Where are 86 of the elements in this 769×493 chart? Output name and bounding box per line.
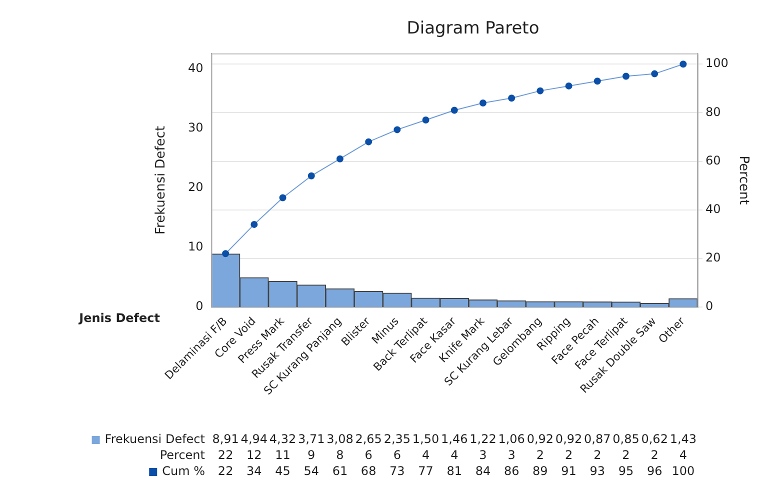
y-tick-label: 40 (188, 61, 204, 76)
data-label: 0,62 (641, 432, 668, 446)
text: 9 (308, 448, 316, 462)
data-label: 89 (532, 464, 548, 478)
point (680, 60, 687, 68)
point (308, 172, 315, 180)
point (222, 250, 230, 258)
point (651, 70, 658, 78)
text: 4 (422, 448, 430, 462)
point (365, 138, 372, 146)
data-label: 84 (475, 464, 491, 478)
text: 6 (364, 448, 372, 462)
y-tick-label: 10 (188, 240, 204, 254)
text: 3 (508, 448, 516, 462)
legend-label: Frekuensi Defect (104, 432, 206, 446)
data-label: 8,91 (212, 432, 239, 446)
text: 2 (536, 448, 544, 462)
text: 4 (679, 448, 688, 462)
text: 2 (622, 448, 630, 462)
text: 2 (650, 448, 658, 462)
text: 2 (594, 448, 602, 462)
data-label: 73 (390, 464, 405, 478)
x-axis-title: Jenis Defect (78, 311, 160, 326)
point (594, 78, 601, 85)
text: 2 (564, 448, 573, 462)
data-label: 54 (304, 464, 320, 478)
data-label: 4,32 (269, 432, 296, 446)
data-label: 96 (646, 464, 662, 478)
y2-tick-label: 40 (705, 202, 721, 216)
data-label: 1,06 (498, 432, 525, 446)
point (279, 194, 286, 202)
point (622, 72, 630, 80)
text: 3 (479, 448, 487, 462)
y2-tick-label: 20 (705, 250, 721, 265)
point (536, 87, 544, 94)
data-label: 93 (590, 464, 606, 478)
y-tick-label: 20 (188, 180, 204, 194)
data-label: 91 (561, 464, 576, 478)
data-label: 1,46 (441, 432, 468, 446)
data-label: 3,08 (326, 432, 354, 446)
data-label: 22 (218, 464, 234, 478)
data-label: 77 (418, 464, 434, 478)
y2-tick-label: 100 (705, 56, 728, 70)
text: 4 (450, 448, 458, 462)
data-label: 3,71 (298, 432, 325, 446)
data-label: 4,94 (240, 432, 268, 446)
data-label: 45 (275, 464, 290, 478)
y-tick-label: 0 (196, 299, 204, 314)
data-label: 0,92 (555, 432, 582, 446)
chart-title: Diagram Pareto (406, 18, 540, 39)
y2-tick-label: 80 (705, 104, 721, 119)
data-label: 95 (618, 464, 634, 478)
point (565, 82, 572, 90)
data-label: 2,65 (355, 432, 382, 446)
text: Percent (160, 448, 206, 462)
y-tick-label: 30 (188, 120, 204, 135)
y2-tick-label: 60 (705, 153, 721, 168)
text: 11 (275, 448, 290, 462)
data-label: 0,87 (584, 432, 611, 446)
data-label: 2,35 (384, 432, 411, 446)
data-label: 68 (360, 464, 376, 478)
y-axis-title: Frekuensi Defect (154, 126, 169, 234)
data-label: 0,85 (612, 432, 640, 446)
legend-label: Cum % (162, 464, 205, 478)
point (422, 116, 430, 124)
data-label: 1,22 (470, 432, 496, 446)
data-label: 61 (332, 464, 348, 478)
point (394, 126, 401, 134)
y2-tick-label: 0 (705, 299, 714, 314)
point (450, 106, 458, 114)
point (479, 99, 486, 106)
point (508, 94, 516, 102)
point (250, 220, 258, 228)
data-label: 0,92 (526, 432, 554, 446)
data-label: 34 (246, 464, 262, 478)
data-label: 100 (672, 464, 695, 478)
text: 12 (246, 448, 262, 462)
data-label: 86 (504, 464, 520, 478)
data-label: 81 (446, 464, 462, 478)
text: 6 (393, 448, 401, 462)
y2-axis-title: Percent (736, 156, 751, 205)
data-label: 1,43 (670, 432, 697, 446)
text: 22 (218, 448, 234, 462)
point (336, 155, 344, 162)
text: 8 (336, 448, 344, 462)
data-label: 1,50 (412, 432, 440, 446)
